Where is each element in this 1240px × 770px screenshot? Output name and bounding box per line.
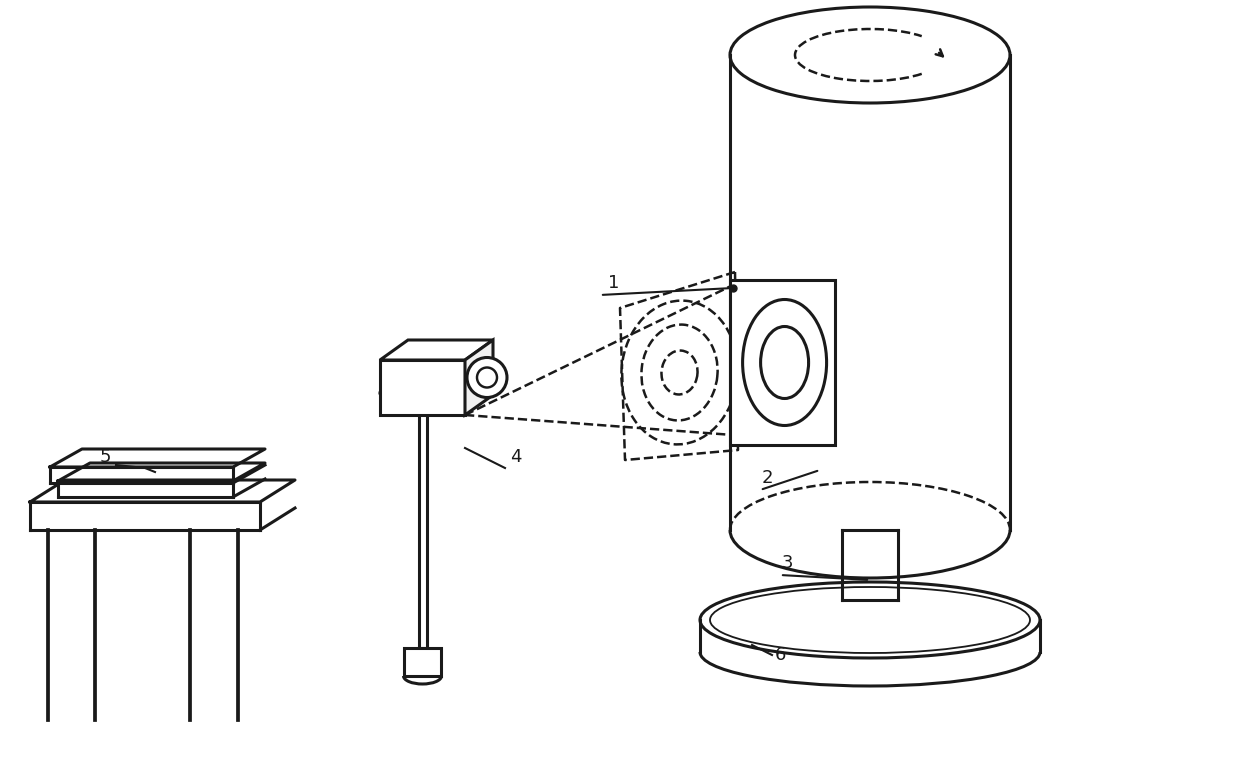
- Polygon shape: [403, 648, 441, 676]
- Polygon shape: [379, 340, 494, 360]
- Text: 1: 1: [608, 274, 619, 292]
- Polygon shape: [730, 280, 835, 445]
- Text: 6: 6: [775, 646, 786, 664]
- Text: 5: 5: [100, 448, 112, 466]
- Text: 3: 3: [782, 554, 794, 572]
- Circle shape: [477, 367, 497, 387]
- Text: 4: 4: [510, 448, 522, 466]
- Circle shape: [467, 357, 507, 397]
- Text: 2: 2: [763, 469, 774, 487]
- Polygon shape: [379, 360, 465, 415]
- Polygon shape: [465, 340, 494, 415]
